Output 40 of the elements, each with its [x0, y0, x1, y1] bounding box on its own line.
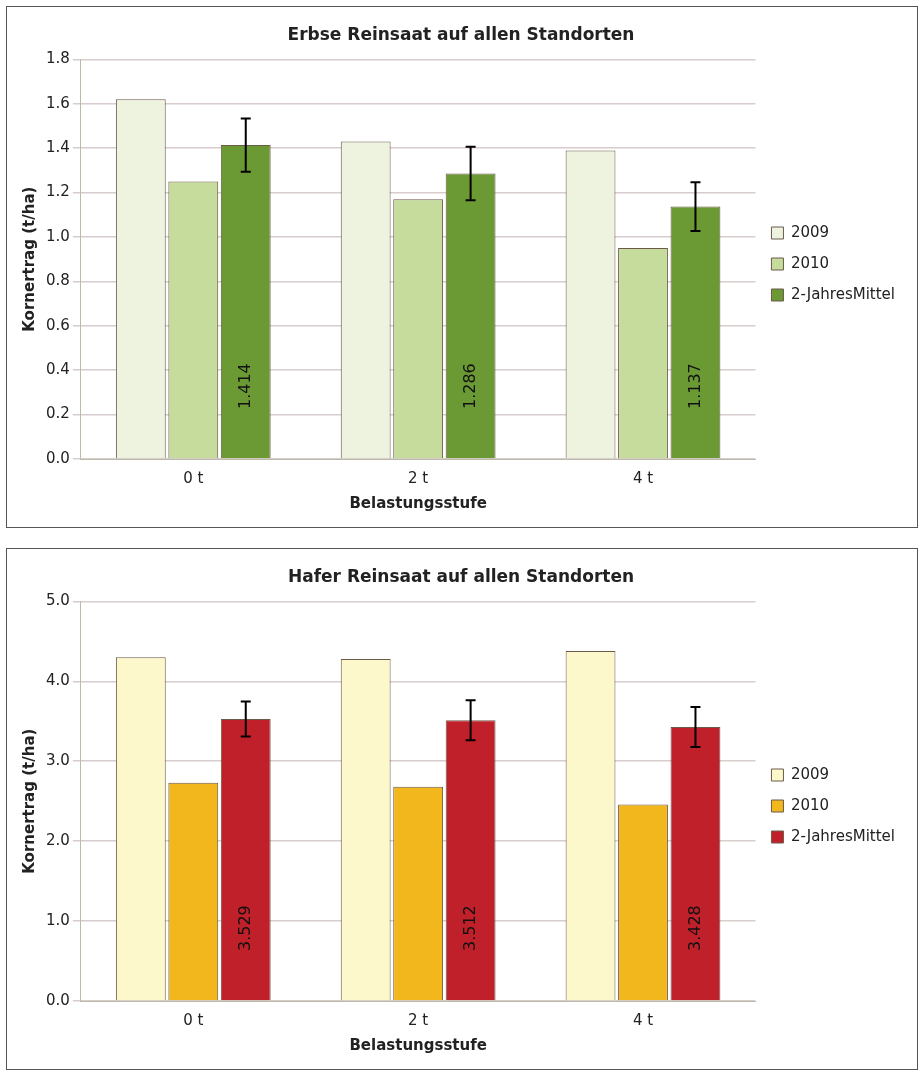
y-axis-title: Kornertrag (t/ha) — [19, 186, 38, 332]
x-tick-label: 2 t — [408, 468, 429, 487]
x-tick-label: 4 t — [632, 1010, 654, 1029]
x-axis-title: Belastungsstufe — [349, 1035, 487, 1054]
x-axis-title: Belastungsstufe — [349, 493, 487, 512]
y-tick-label: 1.8 — [46, 49, 70, 68]
y-axis-title: Kornertrag (t/ha) — [19, 728, 38, 874]
legend-label: 2009 — [790, 764, 830, 783]
y-tick-label: 0.0 — [46, 990, 70, 1009]
chart-title: Hafer Reinsaat auf allen Standorten — [287, 565, 635, 586]
legend-label: 2010 — [790, 253, 830, 272]
y-tick-label: 0.4 — [46, 360, 70, 379]
x-tick-label: 0 t — [183, 468, 204, 487]
y-tick-label: 0.8 — [46, 271, 70, 290]
y-tick-label: 1.0 — [46, 226, 70, 245]
y-tick-label: 3.0 — [46, 751, 70, 770]
y-tick-label: 4.0 — [46, 671, 70, 690]
y-tick-label: 0.6 — [46, 315, 70, 334]
y-tick-label: 1.6 — [46, 93, 70, 112]
data-label: 1.286 — [459, 363, 479, 409]
x-tick-label: 4 t — [632, 468, 654, 487]
y-tick-label: 0.2 — [46, 404, 70, 423]
y-tick-label: 0.0 — [46, 448, 70, 467]
legend-label: 2009 — [790, 222, 830, 241]
data-label: 3.512 — [459, 905, 479, 951]
data-label: 1.137 — [684, 363, 704, 409]
x-tick-label: 2 t — [408, 1010, 429, 1029]
x-tick-label: 0 t — [183, 1010, 204, 1029]
y-tick-label: 1.2 — [46, 182, 70, 201]
legend-label: 2-JahresMittel — [790, 826, 895, 845]
y-tick-label: 5.0 — [46, 591, 70, 610]
y-tick-label: 1.4 — [46, 138, 70, 157]
y-tick-label: 1.0 — [46, 910, 70, 929]
data-label: 3.529 — [234, 905, 254, 951]
legend-label: 2-JahresMittel — [790, 284, 895, 303]
data-label: 3.428 — [684, 905, 704, 951]
data-label: 1.414 — [234, 363, 254, 409]
y-tick-label: 2.0 — [46, 831, 70, 850]
chart-title: Erbse Reinsaat auf allen Standorten — [287, 23, 635, 44]
legend-label: 2010 — [790, 795, 830, 814]
